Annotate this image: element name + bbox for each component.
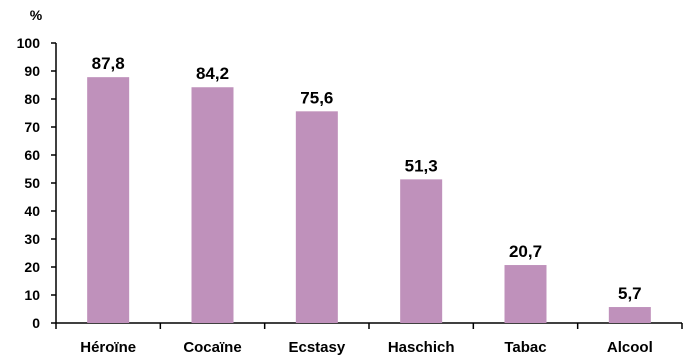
x-category-label: Alcool <box>607 339 653 356</box>
bars-group <box>87 77 651 324</box>
y-tick-label: 0 <box>32 315 40 331</box>
bar <box>608 307 651 323</box>
y-tick-label: 90 <box>24 63 40 79</box>
x-category-label: Tabac <box>504 339 546 356</box>
bar-value-label: 75,6 <box>300 88 333 107</box>
y-axis-unit-label: % <box>30 7 43 23</box>
category-labels-group: Héroïne Cocaïne Ecstasy Haschich Tabac Alcool <box>80 339 653 356</box>
bar-value-label: 5,7 <box>618 284 642 303</box>
y-tick-label: 70 <box>24 119 40 135</box>
x-axis-ticks <box>55 323 683 329</box>
y-axis-ticks: 0 10 20 30 40 50 60 70 80 90 100 <box>17 35 56 331</box>
bar <box>400 179 443 323</box>
x-category-label: Cocaïne <box>183 339 241 356</box>
y-tick-label: 40 <box>24 203 40 219</box>
y-tick-label: 60 <box>24 147 40 163</box>
x-category-label: Haschich <box>388 339 455 356</box>
bar-value-label: 51,3 <box>405 156 438 175</box>
y-tick-label: 50 <box>24 175 40 191</box>
y-tick-label: 80 <box>24 91 40 107</box>
bar-value-label: 87,8 <box>92 54 125 73</box>
y-tick-label: 100 <box>17 35 41 51</box>
y-tick-label: 30 <box>24 231 40 247</box>
data-labels-group: 87,8 84,2 75,6 51,3 20,7 5,7 <box>92 54 642 303</box>
y-tick-label: 20 <box>24 259 40 275</box>
bar <box>504 265 547 323</box>
bar-value-label: 84,2 <box>196 64 229 83</box>
x-category-label: Héroïne <box>80 339 136 356</box>
bar <box>295 111 338 323</box>
y-tick-label: 10 <box>24 287 40 303</box>
bar <box>191 87 234 324</box>
bar-value-label: 20,7 <box>509 242 542 261</box>
bar <box>87 77 130 323</box>
x-category-label: Ecstasy <box>288 339 345 356</box>
